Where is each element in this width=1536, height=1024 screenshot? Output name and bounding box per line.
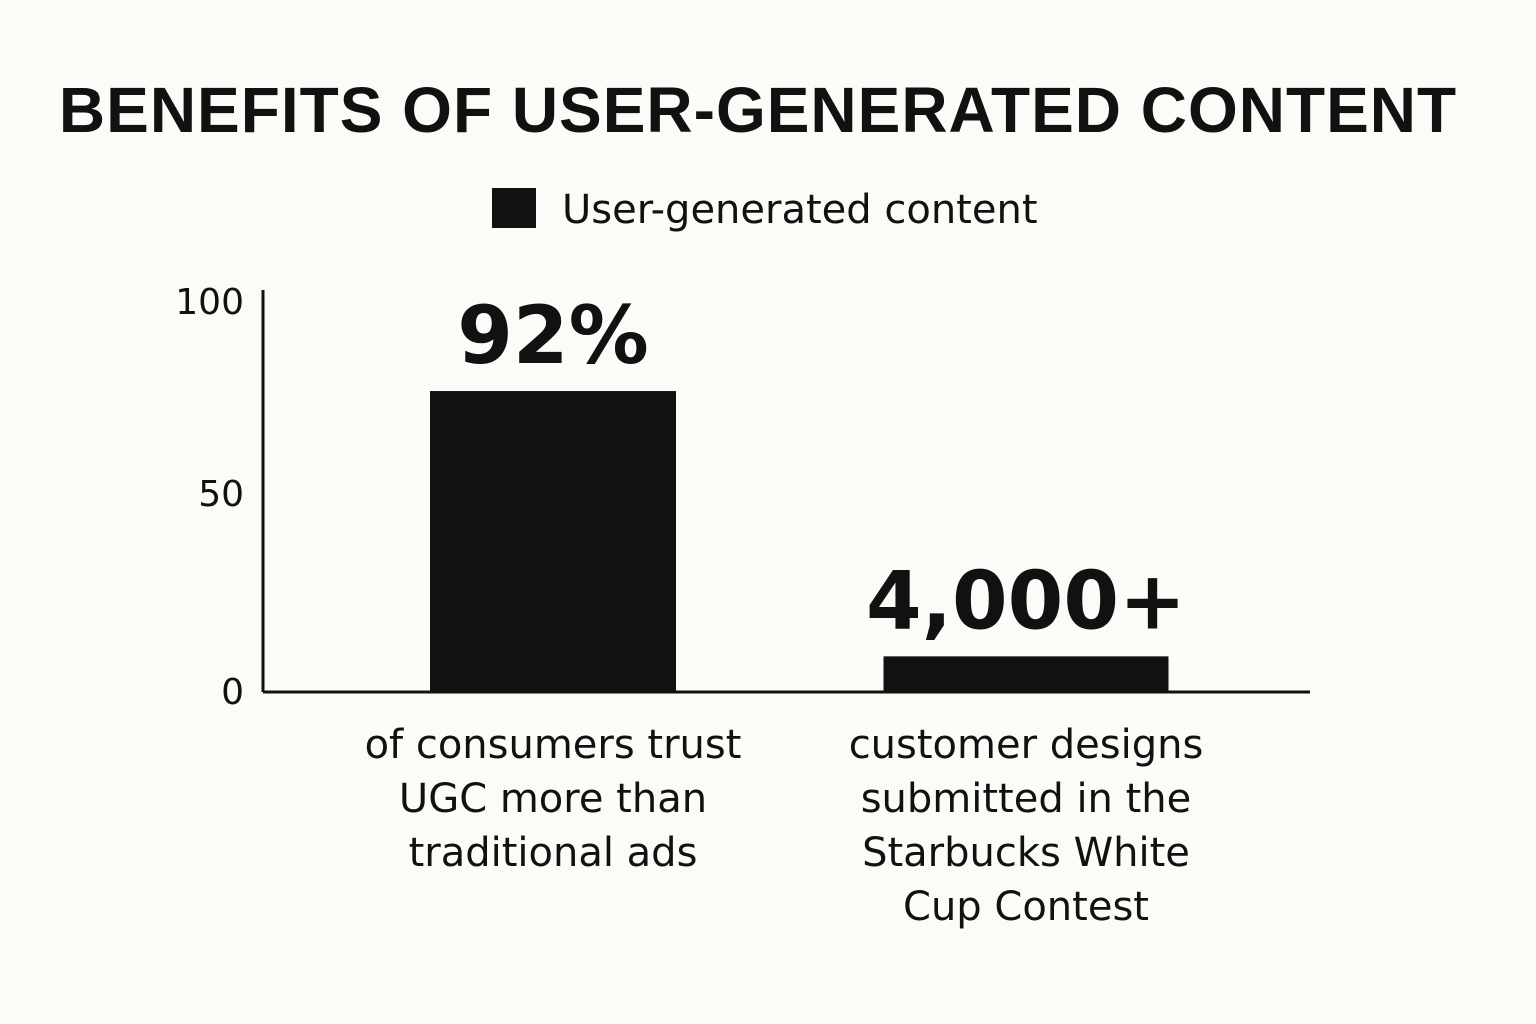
legend-entry-label: User-generated content bbox=[562, 187, 1038, 233]
category-label-1-line-1: of consumers trust bbox=[365, 722, 742, 768]
chart-title: BENEFITS OF USER-GENERATED CONTENT bbox=[59, 74, 1457, 146]
y-tick-label-50: 50 bbox=[198, 474, 244, 515]
plot-area: 0 50 100 92% of consumers trust UGC more than… bbox=[175, 282, 1310, 930]
category-label-2-line-3: Starbucks White bbox=[862, 830, 1190, 876]
data-label-2: 4,000+ bbox=[866, 554, 1186, 647]
bar-1 bbox=[430, 391, 676, 692]
y-tick-label-0: 0 bbox=[221, 672, 244, 713]
bar-2 bbox=[883, 656, 1169, 692]
legend: User-generated content bbox=[492, 187, 1038, 233]
data-label-1: 92% bbox=[457, 289, 648, 382]
category-label-1-line-2: UGC more than bbox=[399, 776, 707, 822]
category-label-2-line-4: Cup Contest bbox=[903, 884, 1149, 930]
category-label-2-line-1: customer designs bbox=[849, 722, 1204, 768]
y-tick-label-100: 100 bbox=[175, 282, 244, 323]
legend-swatch bbox=[492, 188, 536, 228]
category-label-2-line-2: submitted in the bbox=[861, 776, 1192, 822]
category-label-1-line-3: traditional ads bbox=[409, 830, 698, 876]
